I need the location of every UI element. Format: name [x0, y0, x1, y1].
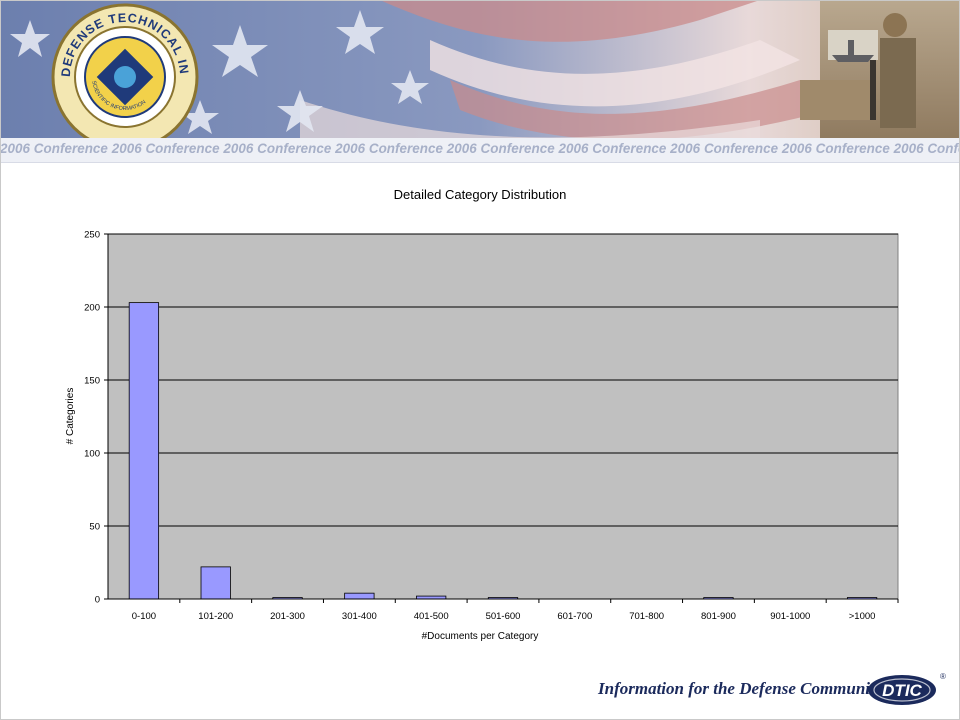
y-tick-label: 200	[84, 303, 100, 314]
x-tick-label: 501-600	[486, 611, 521, 622]
y-tick-label: 150	[84, 376, 100, 387]
y-tick-label: 250	[84, 230, 100, 241]
conference-strip-text: 2006 Conference 2006 Conference 2006 Con…	[0, 141, 960, 156]
chart-title: Detailed Category Distribution	[394, 187, 567, 202]
dtic-logo-text: DTIC	[882, 681, 922, 700]
x-tick-label: 101-200	[198, 611, 233, 622]
x-tick-labels: 0-100 101-200 201-300 301-400 401-500 501-600…	[132, 599, 899, 622]
x-tick-label: 201-300	[270, 611, 305, 622]
x-tick-label: >1000	[849, 611, 876, 622]
header-banner: DEFENSE TECHNICAL INFORMATION CENTER SCI…	[0, 0, 960, 163]
category-distribution-chart: Detailed Category Distribution 0 50 100 150…	[0, 170, 960, 650]
flag-banner-image: DEFENSE TECHNICAL INFORMATION CENTER SCI…	[0, 0, 960, 151]
y-axis-label: # Categories	[65, 388, 76, 445]
x-tick-label: 0-100	[132, 611, 156, 622]
x-tick-label: 301-400	[342, 611, 377, 622]
x-axis-label: #Documents per Category	[422, 631, 539, 642]
footer-tagline: Information for the Defense Community	[598, 679, 883, 698]
y-tick-labels: 0 50 100 150 200 250	[84, 230, 108, 606]
bar-301-400	[344, 592, 375, 600]
conference-strip-background	[0, 138, 960, 162]
dtic-logo: DTIC ®	[868, 672, 946, 705]
x-tick-label: 901-1000	[770, 611, 810, 622]
chart-svg: Detailed Category Distribution 0 50 100 150…	[65, 187, 899, 642]
bar-0-100	[128, 302, 160, 600]
y-tick-label: 50	[89, 522, 100, 533]
bars	[128, 302, 878, 600]
y-tick-label: 0	[95, 595, 100, 606]
gridlines	[108, 233, 898, 527]
bar-101-200	[200, 566, 231, 600]
x-tick-label: 701-800	[629, 611, 664, 622]
x-tick-label: 601-700	[557, 611, 592, 622]
y-tick-label: 100	[84, 449, 100, 460]
plot-area	[107, 233, 899, 600]
flag-stars	[10, 10, 429, 134]
registered-mark: ®	[940, 672, 946, 681]
x-tick-label: 801-900	[701, 611, 736, 622]
x-tick-label: 401-500	[414, 611, 449, 622]
